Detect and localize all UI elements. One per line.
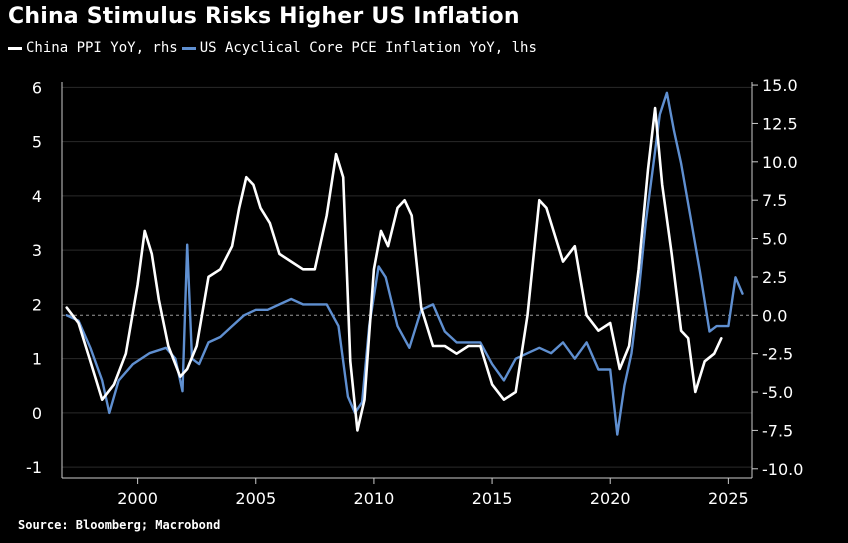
axes [61, 82, 753, 479]
series-line-china-ppi [65, 106, 723, 432]
right-tick-label: 5.0 [762, 230, 787, 249]
right-tick-label: -2.5 [762, 345, 793, 364]
right-tick-label: 12.5 [762, 114, 798, 133]
left-tick-label: 1 [32, 350, 42, 369]
legend-swatch-us [181, 46, 196, 50]
left-axis-ticks: 6 5 4 3 2 1 0 -1 [26, 78, 42, 477]
right-tick-label: 10.0 [762, 153, 798, 172]
legend-item-china: China PPI YoY, rhs [8, 40, 178, 56]
left-tick-label: 3 [32, 241, 42, 260]
left-tick-label: 4 [32, 187, 42, 206]
chart-title: China Stimulus Risks Higher US Inflation [8, 4, 520, 29]
left-tick-label: 5 [32, 133, 42, 152]
right-tick-label: 15.0 [762, 76, 798, 95]
legend-swatch-china [8, 46, 22, 50]
right-tick-label: -5.0 [762, 383, 793, 402]
source-note: Source: Bloomberg; Macrobond [18, 518, 221, 532]
legend-label-china: China PPI YoY, rhs [26, 40, 178, 56]
right-tick-label: 7.5 [762, 191, 787, 210]
x-tick-label: 2000 [117, 489, 158, 508]
right-tick-label: 2.5 [762, 268, 787, 287]
x-tick-label: 2015 [472, 489, 513, 508]
right-tick-label: -10.0 [762, 460, 803, 479]
x-tick-label: 2005 [235, 489, 276, 508]
left-tick-label: 6 [32, 78, 42, 97]
x-tick-label: 2025 [708, 489, 749, 508]
legend-item-us: US Acyclical Core PCE Inflation YoY, lhs [181, 40, 537, 56]
grid-lines [62, 86, 752, 468]
x-tick-label: 2020 [590, 489, 631, 508]
left-tick-label: 2 [32, 295, 42, 314]
right-axis-ticks: 15.0 12.5 10.0 7.5 5.0 2.5 0.0 -2.5 -5.0 -7.5 -10.… [752, 76, 803, 479]
left-tick-label: -1 [26, 458, 42, 477]
legend-label-us: US Acyclical Core PCE Inflation YoY, lhs [199, 40, 537, 56]
series-lines [65, 91, 744, 436]
right-tick-label: 0.0 [762, 306, 787, 325]
legend: China PPI YoY, rhs US Acyclical Core PCE… [8, 40, 541, 56]
left-tick-label: 0 [32, 404, 42, 423]
series-line-us-core-pce [65, 91, 744, 436]
x-axis-ticks: 2000 2005 2010 2015 2020 2025 [117, 478, 749, 508]
x-tick-label: 2010 [354, 489, 395, 508]
right-tick-label: -7.5 [762, 421, 793, 440]
